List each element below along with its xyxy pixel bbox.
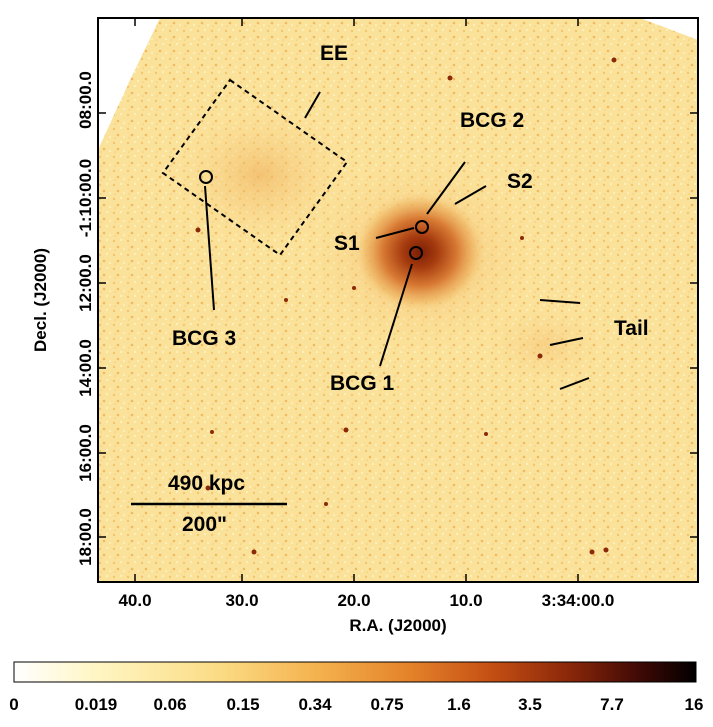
plot-frame xyxy=(97,17,699,583)
ytick-label: 12:00.0 xyxy=(76,254,95,312)
y-axis-tick-labels: 18:00.0 16:00.0 14:00.0 12:00.0 -1:10:00… xyxy=(76,71,95,566)
colorbar-tick: 0.019 xyxy=(75,695,118,714)
colorbar-tick: 16 xyxy=(685,695,704,714)
scalebar-physical-label: 490 kpc xyxy=(168,472,245,495)
xtick-label: 10.0 xyxy=(449,591,482,610)
ee-label: EE xyxy=(320,42,348,65)
x-axis-ticks xyxy=(134,18,579,582)
ytick-label: 14:00.0 xyxy=(76,339,95,397)
annotation-pointers xyxy=(204,91,590,390)
bcg3-label: BCG 3 xyxy=(172,327,236,350)
cluster-core xyxy=(352,190,488,314)
bcg3-marker xyxy=(199,170,213,184)
colorbar-tick: 0.15 xyxy=(226,695,259,714)
colorbar-gradient xyxy=(13,661,697,683)
colorbar: 0 0.019 0.06 0.15 0.34 0.75 1.6 3.5 7.7 … xyxy=(9,661,703,714)
y-axis-ticks xyxy=(98,112,698,538)
xtick-label: 3:34:00.0 xyxy=(542,591,615,610)
xtick-label: 40.0 xyxy=(118,591,151,610)
tail-emission xyxy=(475,300,615,390)
xtick-label: 20.0 xyxy=(337,591,370,610)
bcg1-marker xyxy=(409,246,423,260)
bcg2-label: BCG 2 xyxy=(460,109,524,132)
colorbar-tick: 3.5 xyxy=(518,695,542,714)
ytick-label: 16:00.0 xyxy=(76,424,95,482)
x-axis-tick-labels: 40.0 30.0 20.0 10.0 3:34:00.0 xyxy=(118,591,614,610)
colorbar-tick: 0 xyxy=(9,695,18,714)
colorbar-tick: 1.6 xyxy=(447,695,471,714)
y-axis-label: Decl. (J2000) xyxy=(31,248,50,352)
x-axis-label: R.A. (J2000) xyxy=(349,616,446,635)
colorbar-tick: 7.7 xyxy=(600,695,624,714)
colorbar-tick: 0.06 xyxy=(153,695,186,714)
s1-label: S1 xyxy=(334,232,360,255)
image-panel: EE BCG 2 S2 S1 BCG 3 BCG 1 Tail 490 kpc … xyxy=(98,18,698,582)
colorbar-tick-labels: 0 0.019 0.06 0.15 0.34 0.75 1.6 3.5 7.7 … xyxy=(9,695,703,714)
colorbar-tick: 0.34 xyxy=(298,695,332,714)
ytick-label: 18:00.0 xyxy=(76,508,95,566)
point-sources xyxy=(195,57,617,555)
tail-label: Tail xyxy=(614,317,649,340)
bcg1-label: BCG 1 xyxy=(330,372,395,395)
s2-label: S2 xyxy=(507,170,533,193)
colorbar-tick: 0.75 xyxy=(370,695,403,714)
ytick-label: 08:00.0 xyxy=(76,71,95,129)
bcg2-marker xyxy=(415,220,429,234)
xtick-label: 30.0 xyxy=(225,591,258,610)
ytick-label: -1:10:00.0 xyxy=(76,159,95,237)
scalebar-angular-label: 200" xyxy=(182,513,227,536)
